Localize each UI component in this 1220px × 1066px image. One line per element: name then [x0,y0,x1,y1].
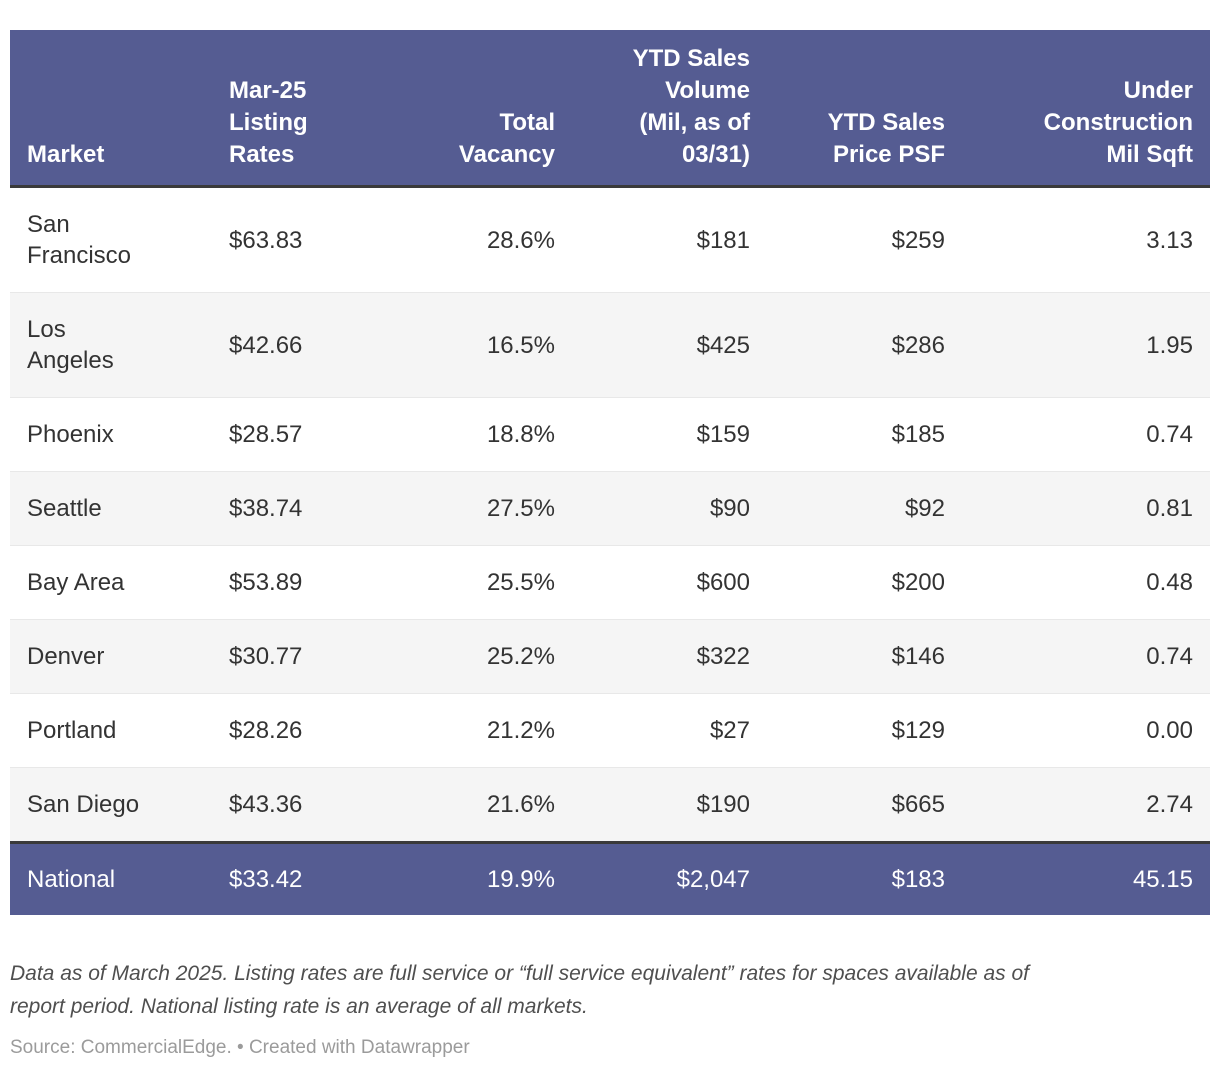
cell-psf: $200 [763,545,958,620]
cell-construction: 0.74 [958,397,1210,472]
cell-listing: $63.83 [215,186,405,293]
cell-vacancy: 25.2% [405,619,568,694]
cell-construction: 45.15 [958,841,1210,915]
table-row: Bay Area $53.89 25.5% $600 $200 0.48 [10,545,1210,620]
cell-volume: $322 [568,619,763,694]
cell-vacancy: 16.5% [405,292,568,398]
col-header-listing-rates: Mar-25 Listing Rates [215,30,405,188]
cell-listing: $53.89 [215,545,405,620]
source-credit: Source: CommercialEdge. • Created with D… [10,1037,470,1058]
cell-volume: $159 [568,397,763,472]
col-header-sales-volume: YTD Sales Volume (Mil, as of 03/31) [568,30,763,188]
table-row: San Francisco $63.83 28.6% $181 $259 3.13 [10,186,1210,293]
table-footer: National $33.42 19.9% $2,047 $183 45.15 [10,841,1210,915]
cell-volume: $425 [568,292,763,398]
cell-listing: $28.26 [215,693,405,768]
cell-vacancy: 21.2% [405,693,568,768]
cell-construction: 2.74 [958,767,1210,843]
cell-market: San Francisco [10,186,215,293]
cell-volume: $190 [568,767,763,843]
cell-vacancy: 25.5% [405,545,568,620]
cell-vacancy: 18.8% [405,397,568,472]
col-header-sales-price-psf: YTD Sales Price PSF [763,30,958,188]
cell-listing: $42.66 [215,292,405,398]
cell-volume: $600 [568,545,763,620]
table-header: Market Mar-25 Listing Rates Total Vacanc… [10,30,1210,188]
cell-market: Los Angeles [10,292,215,398]
table-row: Phoenix $28.57 18.8% $159 $185 0.74 [10,397,1210,472]
cell-volume: $181 [568,186,763,293]
table-body: San Francisco $63.83 28.6% $181 $259 3.13 Los … [10,186,1210,843]
cell-vacancy: 21.6% [405,767,568,843]
cell-market: Seattle [10,471,215,546]
cell-psf: $146 [763,619,958,694]
table-row: San Diego $43.36 21.6% $190 $665 2.74 [10,767,1210,843]
cell-vacancy: 28.6% [405,186,568,293]
col-header-total-vacancy: Total Vacancy [405,30,568,188]
header-row: Market Mar-25 Listing Rates Total Vacanc… [10,30,1210,188]
cell-market: Denver [10,619,215,694]
cell-market: National [10,841,215,915]
cell-construction: 3.13 [958,186,1210,293]
table-row: Los Angeles $42.66 16.5% $425 $286 1.95 [10,292,1210,398]
cell-construction: 0.81 [958,471,1210,546]
cell-market: Phoenix [10,397,215,472]
cell-volume: $90 [568,471,763,546]
cell-market: San Diego [10,767,215,843]
col-header-under-construction: Under Construction Mil Sqft [958,30,1210,188]
table-row: Denver $30.77 25.2% $322 $146 0.74 [10,619,1210,694]
cell-listing: $38.74 [215,471,405,546]
cell-market: Bay Area [10,545,215,620]
cell-listing: $28.57 [215,397,405,472]
cell-psf: $129 [763,693,958,768]
cell-psf: $92 [763,471,958,546]
cell-volume: $2,047 [568,841,763,915]
cell-market: Portland [10,693,215,768]
cell-volume: $27 [568,693,763,768]
cell-vacancy: 19.9% [405,841,568,915]
col-header-market: Market [10,30,215,188]
cell-listing: $43.36 [215,767,405,843]
cell-psf: $183 [763,841,958,915]
cell-psf: $286 [763,292,958,398]
cell-listing: $30.77 [215,619,405,694]
table-row: Seattle $38.74 27.5% $90 $92 0.81 [10,471,1210,546]
table-row: Portland $28.26 21.2% $27 $129 0.00 [10,693,1210,768]
cell-construction: 1.95 [958,292,1210,398]
cell-construction: 0.74 [958,619,1210,694]
cell-listing: $33.42 [215,841,405,915]
market-table: Market Mar-25 Listing Rates Total Vacanc… [10,30,1210,915]
cell-psf: $665 [763,767,958,843]
cell-vacancy: 27.5% [405,471,568,546]
total-row: National $33.42 19.9% $2,047 $183 45.15 [10,841,1210,915]
cell-psf: $185 [763,397,958,472]
footnote: Data as of March 2025. Listing rates are… [10,962,1029,1018]
cell-construction: 0.48 [958,545,1210,620]
cell-construction: 0.00 [958,693,1210,768]
cell-psf: $259 [763,186,958,293]
